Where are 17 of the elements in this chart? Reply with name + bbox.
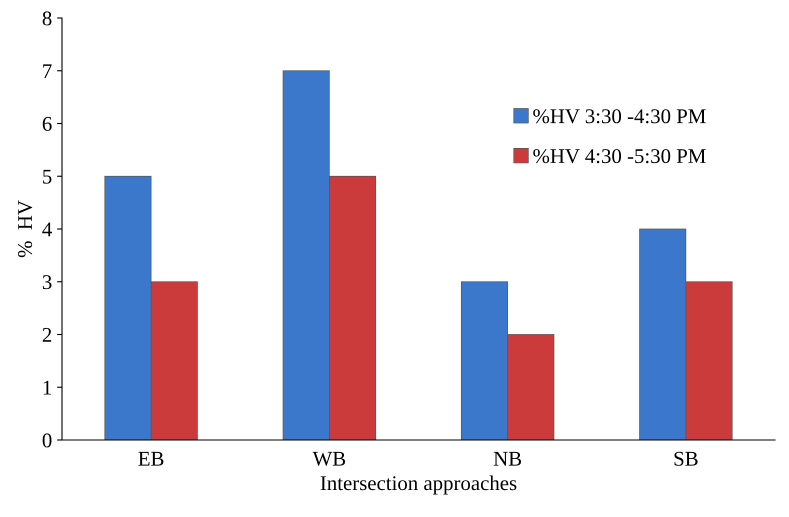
y-tick-label: 2 xyxy=(42,328,52,342)
y-tick-label: 4 xyxy=(42,222,52,236)
y-axis-title: % HV xyxy=(18,200,32,258)
y-tick-label: 1 xyxy=(44,380,52,394)
y-tick-label: 6 xyxy=(42,116,52,131)
y-tick-label: 7 xyxy=(43,64,52,78)
y-tick-label: 0 xyxy=(42,433,52,448)
legend-label: %HV 3:30 -4:30 PM xyxy=(533,109,706,124)
x-tick-label: EB xyxy=(138,452,164,466)
y-tick-label: 5 xyxy=(43,170,52,184)
x-tick-label: SB xyxy=(674,452,698,466)
legend-label: %HV 4:30 -5:30 PM xyxy=(533,149,706,164)
x-tick-label: WB xyxy=(312,452,346,466)
y-tick-label: 8 xyxy=(42,11,52,26)
x-tick-label: NB xyxy=(494,452,522,466)
y-tick-label: 3 xyxy=(42,275,52,290)
x-axis-title: Intersection approaches xyxy=(320,476,516,494)
